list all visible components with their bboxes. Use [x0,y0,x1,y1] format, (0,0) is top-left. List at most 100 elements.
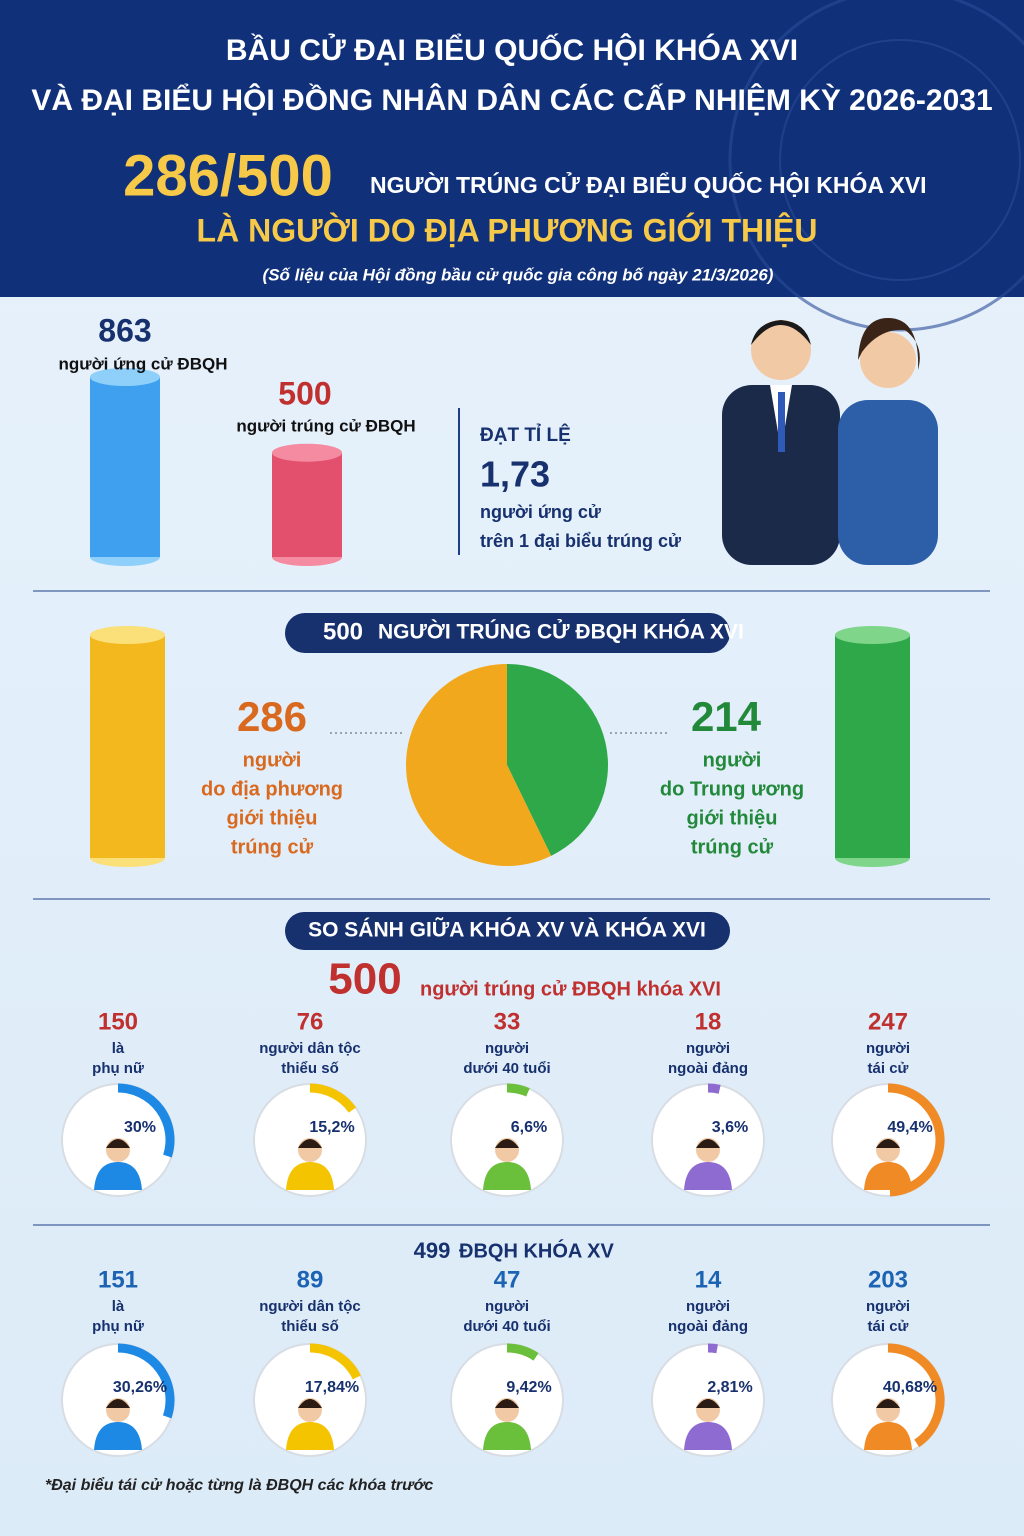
item-percent: 17,84% [305,1379,359,1396]
person-icon [864,1138,912,1190]
item-value: 150 [98,1008,138,1035]
central-value: 214 [691,693,762,740]
icon-hair [876,1399,900,1408]
item-text: tái cử [868,1318,909,1335]
icon-hair [495,1399,519,1408]
item-text: tái cử [868,1060,909,1077]
item-value: 76 [297,1008,324,1035]
person-icon [286,1398,334,1450]
ring-arc [506,1083,530,1097]
candidates-value: 863 [98,312,151,348]
item-value: 203 [868,1266,908,1293]
pie-slice [405,664,552,867]
cylinder-body [272,452,342,557]
ring-arc [309,1343,361,1380]
item-percent: 9,42% [506,1379,551,1396]
couple-illustration [722,318,938,565]
item-percent: 30,26% [113,1379,167,1396]
person-icon [864,1398,912,1450]
item-text: dưới 40 tuổi [463,1060,550,1077]
icon-body [684,1162,732,1190]
icon-hair [495,1139,519,1148]
xv-total-text: ĐBQH KHÓA XV [459,1238,614,1262]
ring-arc [887,1083,945,1197]
item-text: phụ nữ [92,1318,144,1335]
icon-hair [298,1399,322,1408]
ring-arc [707,1343,718,1354]
ratio-text: trên 1 đại biểu trúng cử [480,531,682,551]
banner-number: 500 [323,618,363,645]
local-text: giới thiệu [227,807,318,829]
local-text: do địa phương [201,778,343,800]
item-text: người [866,1040,910,1057]
item-value: 247 [868,1008,908,1035]
ratio-text: người ứng cử [480,502,602,522]
person-icon [684,1398,732,1450]
item-text: là [112,1298,125,1315]
item-value: 14 [695,1266,722,1293]
cylinder-top [272,443,342,462]
cylinder [272,443,342,566]
icon-body [94,1422,142,1450]
elected-value: 500 [278,375,331,411]
ring-arc [506,1343,539,1361]
elected-label: người trúng cử ĐBQH [236,416,415,435]
item-text: là [112,1040,125,1057]
footnote: *Đại biểu tái cử hoặc từng là ĐBQH các k… [45,1476,433,1494]
central-text: do Trung ương [660,778,804,800]
person-icon [483,1138,531,1190]
title: BẦU CỬ ĐẠI BIỂU QUỐC HỘI KHÓA XVI [226,33,798,67]
icon-hair [696,1139,720,1148]
cylinder-top [835,626,910,644]
local-text: trúng cử [231,836,314,858]
title: VÀ ĐẠI BIỂU HỘI ĐỒNG NHÂN DÂN CÁC CẤP NH… [31,83,992,117]
xvi-total-text: người trúng cử ĐBQH khóa XVI [420,978,721,1000]
ring-arc [887,1343,945,1448]
source-note: (Số liệu của Hội đồng bầu cử quốc gia cô… [263,265,774,284]
icon-body [286,1422,334,1450]
item-percent: 3,6% [712,1119,748,1136]
item-text: ngoài đảng [668,1060,748,1077]
drum-decor [779,39,1021,281]
item-text: người [485,1298,529,1315]
ring-arc [309,1083,357,1113]
icon-body [864,1422,912,1450]
item-text: ngoài đảng [668,1318,748,1335]
item-value: 18 [695,1008,722,1035]
item-text: người dân tộc [259,1298,361,1315]
icon-body [94,1162,142,1190]
icon-hair [106,1399,130,1408]
item-text: thiểu số [281,1060,339,1077]
drum-decor [728,0,1024,332]
ring-arc [117,1083,175,1158]
item-value: 89 [297,1266,324,1293]
item-value: 47 [494,1266,521,1293]
banner-text: SO SÁNH GIỮA KHÓA XV VÀ KHÓA XVI [308,918,706,942]
cylinder [90,368,160,566]
item-percent: 2,81% [707,1379,752,1396]
central-text: người [703,749,762,771]
item-percent: 30% [124,1119,156,1136]
cylinder-body [90,635,165,858]
icon-body [483,1162,531,1190]
xv-total: 499 [414,1238,451,1263]
item-percent: 49,4% [887,1119,932,1136]
item-text: người [686,1298,730,1315]
xvi-total: 500 [328,955,401,1004]
local-text: người [243,749,302,771]
ratio-value: 1,73 [480,454,550,495]
person-icon [483,1398,531,1450]
headline-text: NGƯỜI TRÚNG CỬ ĐẠI BIỂU QUỐC HỘI KHÓA XV… [370,170,927,198]
person-icon [94,1398,142,1450]
ring-arc [117,1343,175,1419]
headline-number: 286/500 [123,143,333,208]
item-percent: 15,2% [309,1119,354,1136]
item-text: phụ nữ [92,1060,144,1077]
item-text: người [866,1298,910,1315]
icon-body [483,1422,531,1450]
item-text: thiểu số [281,1318,339,1335]
banner [285,912,730,950]
headline-subtitle: LÀ NGƯỜI DO ĐỊA PHƯƠNG GIỚI THIỆU [197,212,818,248]
item-text: người [686,1040,730,1057]
